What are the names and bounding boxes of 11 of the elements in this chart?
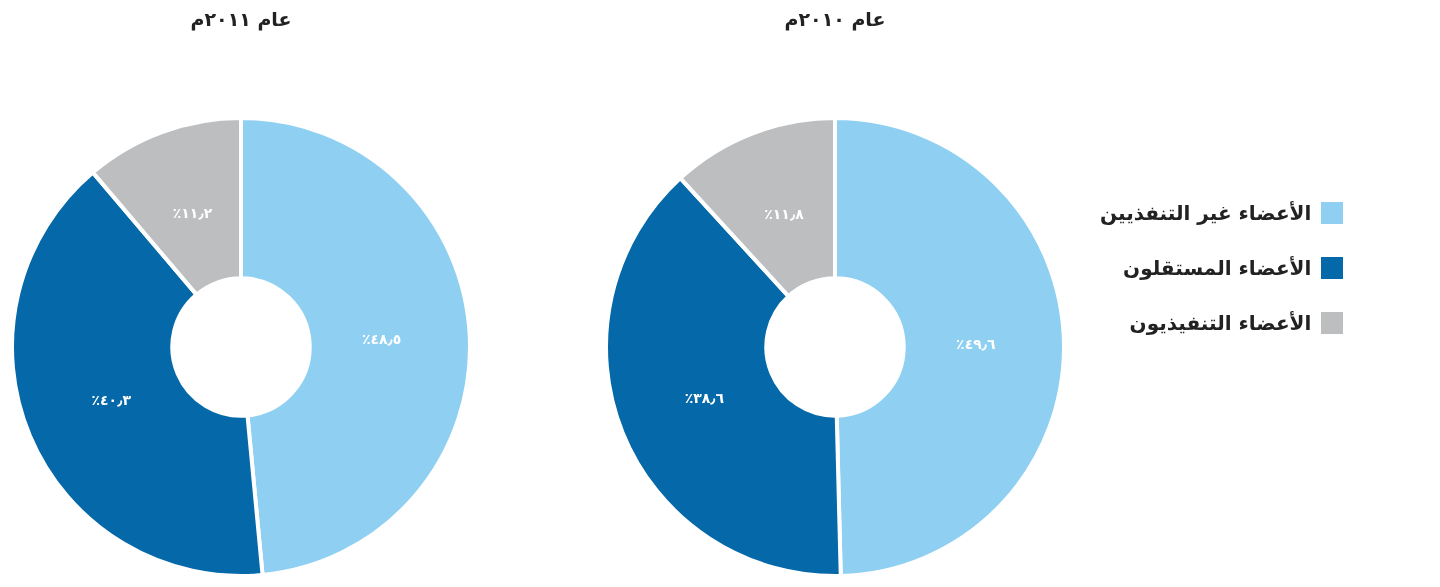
chart-title: عام ٢٠١١م (189, 8, 293, 30)
data-label: ٪٤٠٫٣ (91, 392, 132, 409)
legend-label: الأعضاء المستقلون (1123, 255, 1312, 280)
data-label: ٪١١٫٢ (172, 205, 213, 222)
data-label: ٪٤٩٫٦ (956, 335, 996, 352)
data-label: ٪١١٫٨ (764, 206, 805, 223)
legend-label: الأعضاء التنفيذيون (1129, 310, 1312, 335)
data-label: ٪٣٨٫٦ (684, 390, 725, 407)
data-label: ٪٤٨٫٥ (361, 331, 402, 348)
chart-title: عام ٢٠١٠م (783, 8, 887, 30)
legend-label: الأعضاء غير التنفذيين (1100, 200, 1312, 225)
